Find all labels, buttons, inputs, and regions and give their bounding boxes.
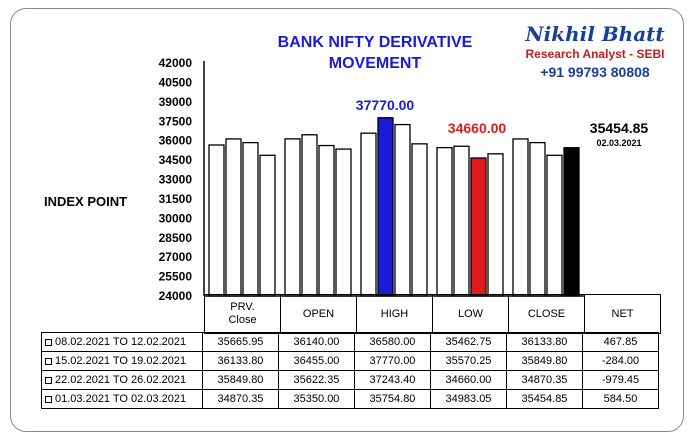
bar — [411, 143, 428, 297]
y-tick-label: 30000 — [159, 211, 193, 225]
y-tick-label: 28500 — [159, 231, 193, 245]
bar — [318, 144, 335, 297]
header-high: HIGH — [356, 294, 433, 334]
bar — [208, 144, 225, 297]
bar — [225, 138, 242, 297]
cell-open: 36140.00 — [278, 332, 355, 352]
table-row: 01.03.2021 TO 02.03.2021 34870.35 35350.… — [41, 389, 659, 409]
bar — [284, 138, 301, 297]
table-row: 15.02.2021 TO 19.02.2021 36133.80 36455.… — [41, 351, 659, 371]
cell-net: 467.85 — [582, 332, 659, 352]
bar — [394, 123, 411, 297]
bar — [546, 154, 563, 297]
cell-low: 34983.05 — [430, 389, 507, 409]
cell-high: 37770.00 — [354, 351, 431, 371]
cell-open: 35622.35 — [278, 370, 355, 390]
y-tick-label: 27000 — [159, 250, 193, 264]
bar — [335, 148, 352, 297]
brand-role: Research Analyst - SEBI — [525, 47, 665, 61]
header-low: LOW — [432, 294, 509, 334]
y-axis-label: INDEX POINT — [44, 194, 128, 209]
cell-low: 35570.25 — [430, 351, 507, 371]
cell-open: 35350.00 — [278, 389, 355, 409]
y-tick-label: 39000 — [159, 95, 193, 109]
bar — [301, 134, 318, 297]
cell-high: 36580.00 — [354, 332, 431, 352]
bar — [470, 157, 487, 297]
annotation-close: 35454.85 — [589, 120, 649, 136]
cell-prv-close: 35849.80 — [202, 370, 279, 390]
chart-title-line2: MOVEMENT — [328, 55, 422, 72]
table-row: 22.02.2021 TO 26.02.2021 35849.80 35622.… — [41, 370, 659, 390]
legend-box-icon — [45, 339, 52, 346]
legend-box-icon — [45, 358, 52, 365]
cell-prv-close: 36133.80 — [202, 351, 279, 371]
legend-box-icon — [45, 377, 52, 384]
brand-name: Nikhil Bhatt — [525, 22, 665, 46]
bar — [529, 141, 546, 297]
header-open: OPEN — [280, 294, 357, 334]
y-tick-label: 34500 — [159, 153, 193, 167]
header-close: CLOSE — [508, 294, 585, 334]
bar — [563, 147, 580, 297]
y-tick-label: 25500 — [159, 270, 193, 284]
period-cell: 22.02.2021 TO 26.02.2021 — [41, 370, 203, 390]
cell-low: 34660.00 — [430, 370, 507, 390]
bar — [242, 141, 259, 297]
bar — [259, 154, 276, 297]
cell-net: -284.00 — [582, 351, 659, 371]
y-tick-label: 24000 — [159, 289, 193, 303]
chart-title-line1: BANK NIFTY DERIVATIVE — [277, 34, 473, 51]
period-cell: 15.02.2021 TO 19.02.2021 — [41, 351, 203, 371]
header-prv-close: PRV. Close — [204, 294, 281, 334]
y-tick-label: 31500 — [159, 192, 193, 206]
bar — [436, 146, 453, 297]
cell-close: 36133.80 — [506, 332, 583, 352]
cell-net: 584.50 — [582, 389, 659, 409]
y-tick-label: 42000 — [159, 56, 193, 70]
cell-close: 34870.35 — [506, 370, 583, 390]
cell-close: 35849.80 — [506, 351, 583, 371]
y-tick-label: 33000 — [159, 173, 193, 187]
cell-net: -979.45 — [582, 370, 659, 390]
y-tick-label: 40500 — [159, 75, 193, 89]
header-net: NET — [584, 294, 661, 334]
annotation-low: 34660.00 — [447, 120, 507, 136]
brand-phone: +91 99793 80808 — [540, 64, 650, 80]
data-table: 08.02.2021 TO 12.02.2021 35665.95 36140.… — [41, 332, 659, 409]
cell-close: 35454.85 — [506, 389, 583, 409]
annotation-close-date: 02.03.2021 — [596, 138, 642, 148]
cell-low: 35462.75 — [430, 332, 507, 352]
table-row: 08.02.2021 TO 12.02.2021 35665.95 36140.… — [41, 332, 659, 352]
bar — [487, 153, 504, 297]
cell-prv-close: 35665.95 — [202, 332, 279, 352]
bar — [453, 145, 470, 297]
bar — [377, 117, 394, 297]
y-tick-label: 37500 — [159, 114, 193, 128]
legend-box-icon — [45, 396, 52, 403]
period-cell: 08.02.2021 TO 12.02.2021 — [41, 332, 203, 352]
cell-high: 37243.40 — [354, 370, 431, 390]
cell-high: 35754.80 — [354, 389, 431, 409]
cell-open: 36455.00 — [278, 351, 355, 371]
y-tick-label: 36000 — [159, 134, 193, 148]
bar — [512, 138, 529, 297]
table-header: PRV. Close OPEN HIGH LOW CLOSE NET — [204, 294, 661, 334]
annotation-high: 37770.00 — [355, 97, 415, 113]
bar — [360, 132, 377, 297]
period-cell: 01.03.2021 TO 02.03.2021 — [41, 389, 203, 409]
cell-prv-close: 34870.35 — [202, 389, 279, 409]
